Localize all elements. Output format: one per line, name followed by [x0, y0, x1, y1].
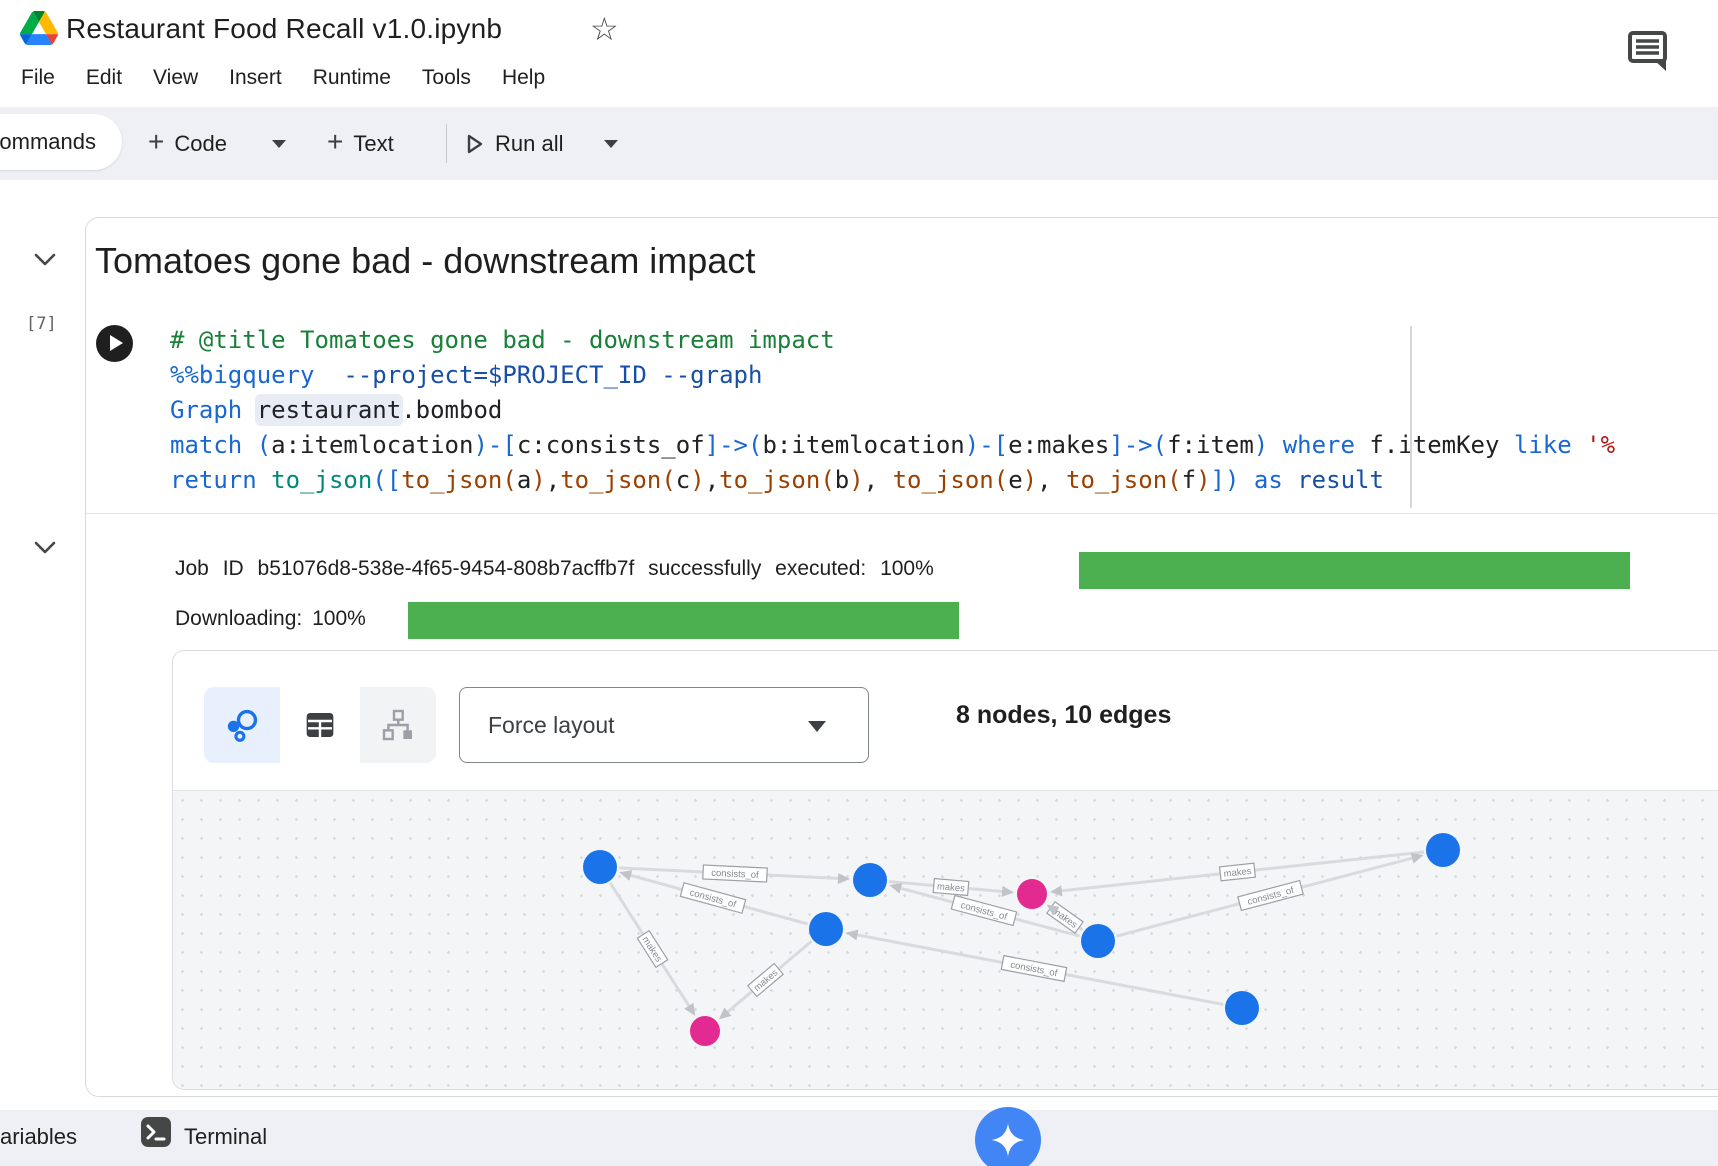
execution-count: [7] — [26, 314, 57, 334]
edge-label: makes — [1218, 862, 1257, 882]
code-line: match (a:itemlocation)-[c:consists_of]->… — [170, 431, 1616, 459]
app-header: Restaurant Food Recall v1.0.ipynb ☆ File… — [0, 0, 1718, 107]
graph-node-itemlocation[interactable] — [853, 863, 887, 897]
hierarchy-icon — [382, 709, 412, 741]
notebook-title[interactable]: Restaurant Food Recall v1.0.ipynb — [66, 13, 503, 44]
svg-text:makes: makes — [1223, 866, 1252, 880]
edge-arrowhead-icon — [1001, 885, 1015, 897]
graph-view-button[interactable] — [204, 687, 282, 763]
menu-item-tools[interactable]: Tools — [421, 66, 471, 89]
dropdown-caret-icon — [808, 721, 826, 732]
menu-item-view[interactable]: View — [153, 66, 199, 89]
edge-arrowhead-icon — [1410, 852, 1424, 864]
toolbar-divider — [446, 124, 447, 163]
edge-arrowhead-icon — [619, 870, 633, 881]
edge-arrowhead-icon — [889, 882, 903, 894]
run-all-label: Run all — [495, 130, 564, 156]
run-cell-button[interactable] — [96, 325, 133, 362]
code-line: return to_json([to_json(a),to_json(c),to… — [170, 466, 1384, 494]
comment-icon[interactable] — [1625, 26, 1671, 72]
job-progress-bar — [1079, 552, 1630, 589]
run-all-dropdown-caret[interactable] — [604, 107, 618, 180]
edge-label: consists_of — [950, 894, 1018, 927]
variables-panel-button[interactable]: ariables — [0, 1124, 78, 1149]
notebook-toolbar: ommands + Code + Text Run all — [0, 107, 1718, 180]
edge-arrowhead-icon — [1049, 885, 1063, 897]
graph-node-item[interactable] — [690, 1016, 720, 1046]
run-all-play-icon — [467, 134, 483, 153]
add-code-button[interactable]: + Code — [148, 107, 227, 180]
code-line: Graph restaurant.bombod — [170, 396, 503, 424]
cell-output-divider — [86, 513, 1718, 514]
force-graph: consists_ofconsists_ofconsists_ofconsist… — [583, 833, 1460, 1046]
edge-label: makes — [636, 929, 669, 969]
chevron-down-icon — [272, 139, 286, 148]
edge-arrowhead-icon — [718, 1007, 732, 1020]
terminal-icon[interactable] — [140, 1116, 172, 1148]
run-all-button[interactable]: Run all — [465, 107, 563, 180]
editor-column-ruler — [1410, 326, 1412, 508]
edge-arrowhead-icon — [845, 929, 859, 941]
bottom-bar: ariables Terminal — [0, 1110, 1718, 1166]
menu-item-file[interactable]: File — [21, 66, 55, 89]
commands-label: ommands — [0, 129, 96, 154]
terminal-button[interactable]: Terminal — [184, 1124, 268, 1149]
graph-output-panel: Force layout 8 nodes, 10 edges consists_… — [172, 650, 1718, 1090]
svg-text:consists_of: consists_of — [711, 868, 759, 881]
star-icon[interactable]: ☆ — [590, 11, 619, 47]
spark-icon — [991, 1123, 1025, 1157]
graph-canvas[interactable]: consists_of consists_of consists_of consist… — [173, 790, 1718, 1089]
job-status-text: Job ID b51076d8-538e-4f65-9454-808b7acff… — [175, 557, 934, 580]
commands-button[interactable]: ommands — [0, 114, 122, 170]
edge-arrowhead-icon — [684, 1002, 696, 1016]
edge-arrowhead-icon — [837, 872, 851, 884]
edge-label: consists_of — [702, 864, 768, 883]
view-mode-segmented-control — [204, 687, 436, 763]
graph-node-itemlocation[interactable] — [1426, 833, 1460, 867]
table-view-button[interactable] — [282, 687, 360, 763]
code-line: # @title Tomatoes gone bad - downstream … — [170, 326, 835, 354]
graph-node-itemlocation[interactable] — [1081, 924, 1115, 958]
graph-node-item[interactable] — [1017, 879, 1047, 909]
menu-item-edit[interactable]: Edit — [85, 66, 123, 89]
code-line: %%bigquery --project=$PROJECT_ID --graph — [170, 361, 763, 389]
menu-bar: File Edit View Insert Runtime Tools Help — [21, 66, 545, 90]
graph-node-itemlocation[interactable] — [583, 850, 617, 884]
menu-item-help[interactable]: Help — [501, 66, 546, 89]
code-editor[interactable]: # @title Tomatoes gone bad - downstream … — [170, 323, 1718, 498]
cell-title: Tomatoes gone bad - downstream impact — [95, 240, 756, 281]
add-code-dropdown-caret[interactable] — [272, 107, 286, 180]
drive-logo-icon — [20, 11, 58, 45]
menu-item-runtime[interactable]: Runtime — [312, 66, 391, 89]
code-lines: # @title Tomatoes gone bad - downstream … — [170, 323, 1718, 498]
edge-label: makes — [746, 962, 785, 998]
downloading-status-text: Downloading: 100% — [175, 607, 366, 630]
graph-bubbles-icon — [227, 709, 258, 742]
svg-text:makes: makes — [937, 881, 966, 894]
menu-item-insert[interactable]: Insert — [229, 66, 282, 89]
collapse-output-chevron-icon[interactable] — [33, 540, 57, 556]
edge-label: consists_of — [1237, 879, 1304, 912]
edge-arrowhead-icon — [1046, 904, 1060, 916]
add-code-label: Code — [174, 130, 227, 156]
edge-label: makes — [932, 877, 970, 897]
graph-node-itemlocation[interactable] — [809, 912, 843, 946]
edge-label: consists_of — [1000, 954, 1068, 983]
layout-select-value: Force layout — [488, 711, 615, 738]
table-icon — [306, 713, 334, 737]
layout-select[interactable]: Force layout — [459, 687, 869, 763]
plus-icon: + — [148, 126, 165, 157]
graph-summary: 8 nodes, 10 edges — [956, 701, 1172, 729]
schema-view-button[interactable] — [360, 687, 436, 763]
collapse-cell-chevron-icon[interactable] — [33, 252, 57, 268]
add-text-label: Text — [353, 130, 394, 156]
edge-label: consists_of — [679, 882, 747, 914]
graph-node-itemlocation[interactable] — [1225, 991, 1259, 1025]
add-text-button[interactable]: + Text — [327, 107, 394, 180]
plus-icon: + — [327, 126, 344, 157]
downloading-progress-bar — [408, 602, 959, 639]
gemini-spark-button[interactable] — [975, 1107, 1041, 1166]
chevron-down-icon — [604, 139, 618, 148]
